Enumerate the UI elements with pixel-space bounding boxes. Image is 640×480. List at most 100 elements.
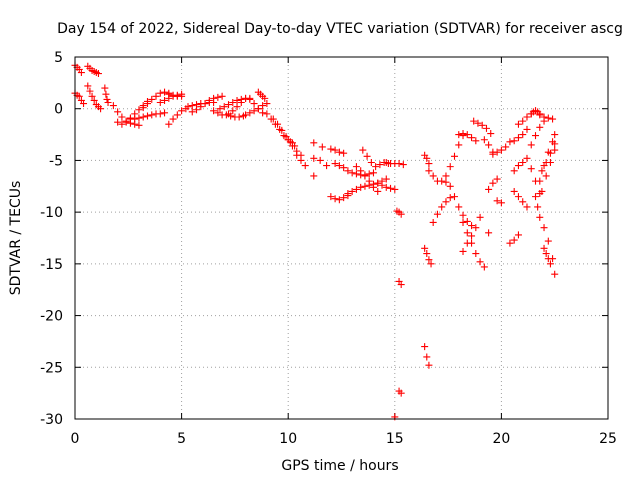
data-point [363, 152, 371, 160]
data-point [474, 119, 482, 127]
data-point [532, 193, 540, 201]
data-point [205, 96, 213, 104]
data-point [514, 231, 522, 239]
data-point [331, 195, 339, 203]
series-arc-14 [188, 92, 226, 116]
x-tick-label: 20 [492, 431, 510, 447]
series-arc-55 [506, 231, 522, 247]
data-point [246, 109, 254, 117]
data-point [472, 224, 480, 232]
data-point [359, 146, 367, 154]
chart-title: Day 154 of 2022, Sidereal Day-to-day VTE… [57, 21, 623, 37]
data-point [122, 118, 130, 126]
series-arc-41 [421, 343, 433, 369]
data-point [506, 138, 514, 146]
x-tick-label: 25 [599, 431, 617, 447]
data-point [438, 177, 446, 185]
data-point [446, 194, 454, 202]
data-point [214, 109, 222, 117]
data-point [263, 110, 271, 118]
data-point [101, 84, 109, 92]
data-point [446, 163, 454, 171]
data-point [274, 120, 282, 128]
data-point [523, 203, 531, 211]
data-point [387, 184, 395, 192]
data-point [397, 210, 405, 218]
series-arc-16 [216, 94, 254, 113]
data-point [348, 169, 356, 177]
data-point [450, 152, 458, 160]
data-point [493, 148, 501, 156]
data-point [463, 131, 471, 139]
data-point [542, 250, 550, 258]
data-point [446, 182, 454, 190]
data-point [534, 203, 542, 211]
data-point [551, 270, 559, 278]
data-point [357, 167, 365, 175]
data-point [463, 217, 471, 225]
data-point [459, 218, 467, 226]
data-point [538, 167, 546, 175]
data-point [540, 244, 548, 252]
series-arc-67 [538, 140, 559, 175]
data-point [259, 109, 267, 117]
data-point [288, 142, 296, 150]
x-tick-label: 5 [177, 431, 186, 447]
data-point [423, 353, 431, 361]
data-point [433, 210, 441, 218]
data-point [118, 120, 126, 128]
y-tick-label: -10 [40, 205, 63, 221]
data-point [297, 156, 305, 164]
x-tick-label: 15 [386, 431, 404, 447]
series-arc-06 [109, 102, 143, 129]
data-point [246, 94, 254, 102]
data-point [340, 149, 348, 157]
data-point [210, 107, 218, 115]
data-point [188, 102, 196, 110]
data-point [344, 190, 352, 198]
y-tick-label: -30 [40, 412, 63, 428]
series-arc-52 [489, 143, 510, 158]
data-point [148, 95, 156, 103]
data-point [229, 107, 237, 115]
data-point [459, 211, 467, 219]
data-point [514, 120, 522, 128]
data-point [519, 198, 527, 206]
data-point [425, 160, 433, 168]
data-point [225, 110, 233, 118]
data-point [429, 172, 437, 180]
data-point [442, 172, 450, 180]
data-point [169, 92, 177, 100]
data-point [348, 187, 356, 195]
data-point [161, 88, 169, 96]
series-arc-04 [84, 82, 105, 113]
data-point [514, 134, 522, 142]
data-point [399, 161, 407, 169]
data-point [425, 256, 433, 264]
series-arc-44 [442, 132, 467, 180]
data-point [233, 103, 241, 111]
data-point [269, 115, 277, 123]
data-point [425, 361, 433, 369]
data-point [229, 99, 237, 107]
data-point [540, 117, 548, 125]
series-arc-54 [493, 197, 505, 207]
data-point [97, 105, 105, 113]
data-point [237, 99, 245, 107]
x-axis-label: GPS time / hours [281, 458, 398, 474]
series-arc-20 [263, 110, 296, 147]
series-arc-29 [327, 192, 352, 204]
data-point [135, 106, 143, 114]
series-arc-47 [459, 218, 488, 271]
data-point [493, 197, 501, 205]
data-point [139, 104, 147, 112]
data-point [540, 224, 548, 232]
data-point [459, 247, 467, 255]
series-arc-02 [71, 89, 88, 108]
data-point [135, 121, 143, 129]
series-arc-50 [480, 136, 497, 156]
data-point [218, 92, 226, 100]
series-arc-25 [310, 154, 331, 170]
series-arc-51 [485, 175, 501, 193]
data-point [90, 96, 98, 104]
